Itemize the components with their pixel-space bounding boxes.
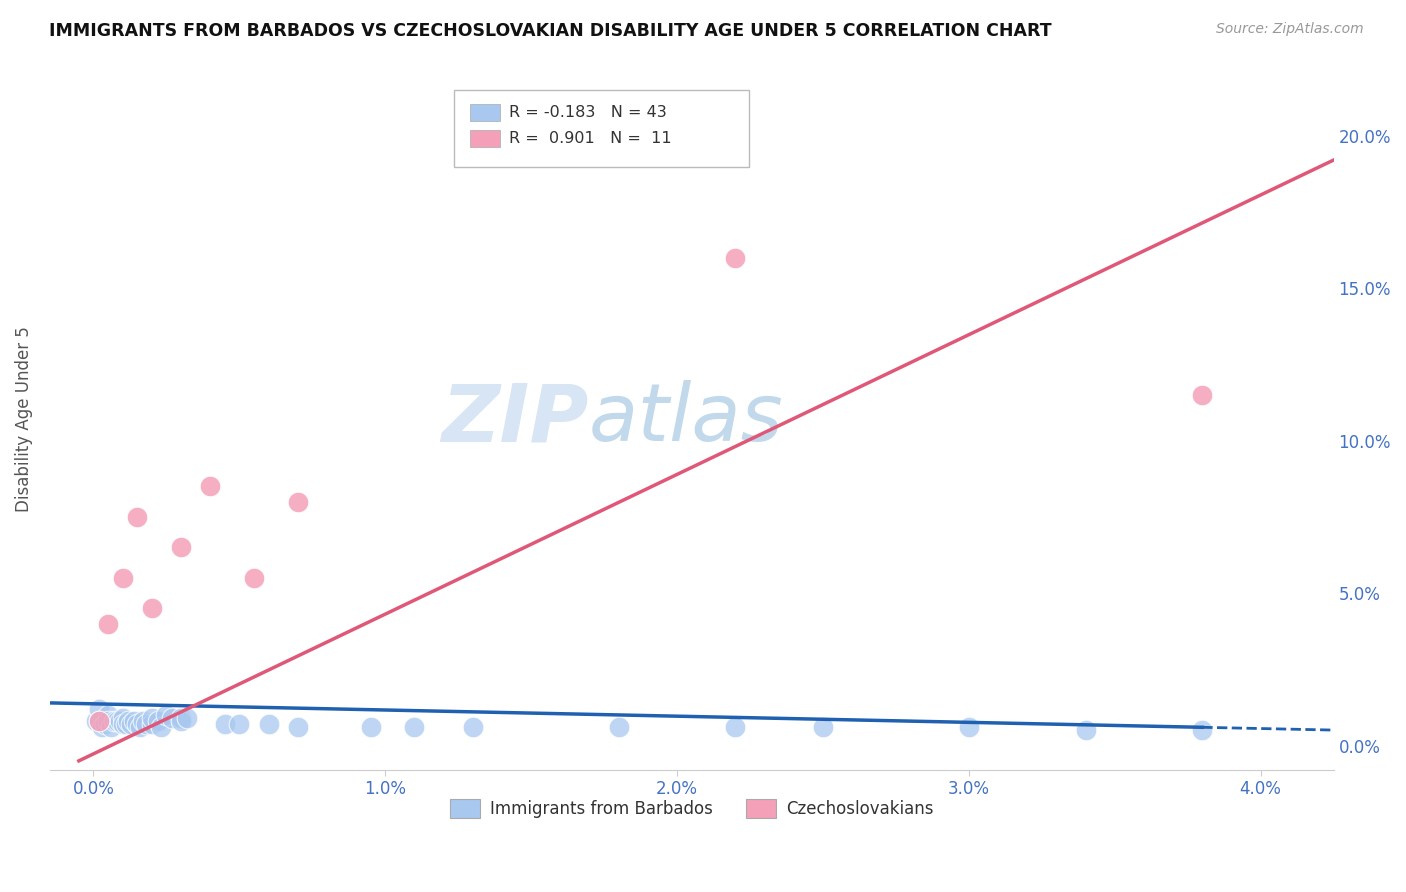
Text: IMMIGRANTS FROM BARBADOS VS CZECHOSLOVAKIAN DISABILITY AGE UNDER 5 CORRELATION C: IMMIGRANTS FROM BARBADOS VS CZECHOSLOVAK… <box>49 22 1052 40</box>
Point <box>170 711 193 725</box>
Point <box>149 720 172 734</box>
Point <box>89 714 111 729</box>
Point <box>120 717 142 731</box>
Point <box>724 720 747 734</box>
Text: ZIP: ZIP <box>441 380 589 458</box>
Point <box>957 720 980 734</box>
Text: R =  0.901   N =  11: R = 0.901 N = 11 <box>509 131 672 146</box>
Point <box>141 601 163 615</box>
Point <box>135 717 157 731</box>
Legend: Immigrants from Barbados, Czechoslovakians: Immigrants from Barbados, Czechoslovakia… <box>443 792 941 825</box>
Point <box>170 541 193 555</box>
Point <box>243 571 266 585</box>
Point <box>146 714 169 729</box>
Point <box>86 714 108 729</box>
Text: atlas: atlas <box>589 380 783 458</box>
FancyBboxPatch shape <box>470 104 501 121</box>
Point <box>97 616 120 631</box>
Y-axis label: Disability Age Under 5: Disability Age Under 5 <box>15 326 32 512</box>
Point <box>89 702 111 716</box>
Point <box>360 720 382 734</box>
Point <box>129 720 152 734</box>
Point <box>124 714 146 729</box>
Point <box>127 717 149 731</box>
Text: R = -0.183   N = 43: R = -0.183 N = 43 <box>509 105 666 120</box>
Point <box>607 720 630 734</box>
Point <box>160 711 183 725</box>
Point <box>404 720 426 734</box>
Point <box>1074 723 1097 738</box>
FancyBboxPatch shape <box>454 89 749 167</box>
Point <box>97 714 120 729</box>
Point <box>114 717 136 731</box>
Point <box>132 714 155 729</box>
Point <box>111 717 134 731</box>
Point <box>198 479 221 493</box>
Point <box>111 571 134 585</box>
Point <box>811 720 834 734</box>
Point <box>97 708 120 723</box>
FancyBboxPatch shape <box>470 130 501 147</box>
Point <box>214 717 236 731</box>
Point <box>461 720 484 734</box>
Point <box>91 720 114 734</box>
Point <box>257 717 280 731</box>
Point <box>228 717 250 731</box>
Point <box>724 251 747 265</box>
Point <box>89 714 111 729</box>
Point <box>100 720 122 734</box>
Point <box>287 494 309 508</box>
Point <box>155 708 177 723</box>
Point <box>1191 388 1213 402</box>
Point <box>170 714 193 729</box>
Point <box>176 711 198 725</box>
Point <box>111 711 134 725</box>
Point <box>1191 723 1213 738</box>
Point <box>287 720 309 734</box>
Point <box>141 711 163 725</box>
Text: Source: ZipAtlas.com: Source: ZipAtlas.com <box>1216 22 1364 37</box>
Point <box>141 717 163 731</box>
Point <box>105 714 128 729</box>
Point <box>108 714 131 729</box>
Point <box>117 714 139 729</box>
Point <box>127 509 149 524</box>
Point <box>94 717 117 731</box>
Point <box>103 714 125 729</box>
